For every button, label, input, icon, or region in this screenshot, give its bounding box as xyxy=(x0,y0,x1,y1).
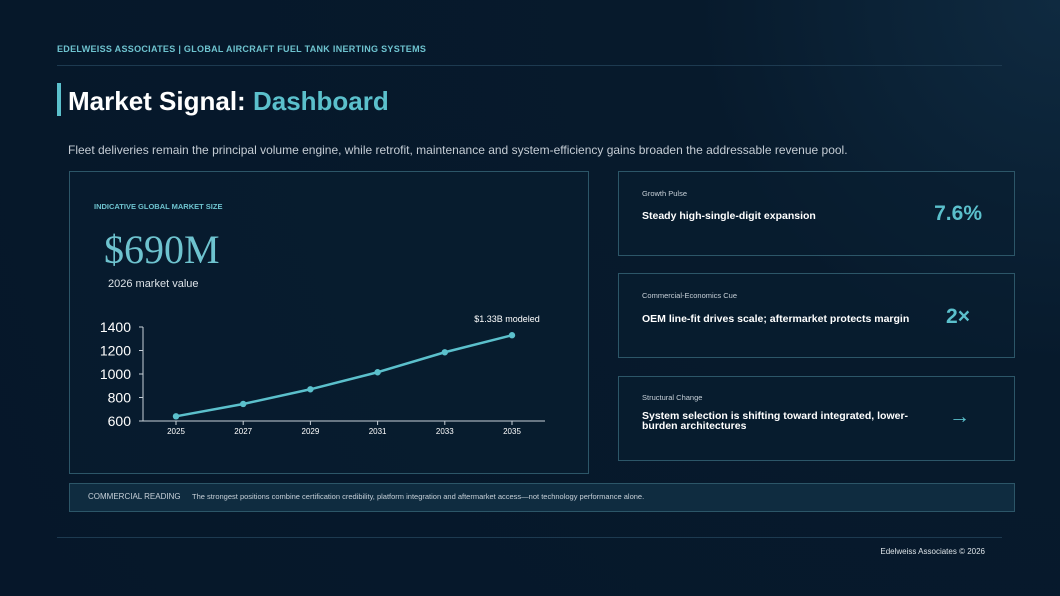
eyebrow: EDELWEISS ASSOCIATES | GLOBAL AIRCRAFT F… xyxy=(57,44,427,54)
rule xyxy=(57,65,1002,66)
point xyxy=(374,369,381,376)
rule xyxy=(57,537,1002,538)
card: Commercial-Economics Cue OEM line-fit dr… xyxy=(618,273,1015,358)
card-metric: → xyxy=(949,405,970,428)
x-tick-label: 2035 xyxy=(503,427,521,436)
y-tick-label: 600 xyxy=(108,413,132,429)
card: Structural Change System selection is sh… xyxy=(618,376,1015,461)
point xyxy=(240,400,247,408)
title-bar xyxy=(57,83,61,116)
y-tick-label: 1400 xyxy=(100,319,131,335)
x-tick-label: 2025 xyxy=(167,427,185,436)
reading-label: COMMERCIAL READING xyxy=(88,492,181,501)
market-label: INDICATIVE GLOBAL MARKET SIZE xyxy=(94,202,223,211)
y-tick-label: 800 xyxy=(108,390,132,406)
point xyxy=(172,413,180,420)
title-lead: Market Signal: xyxy=(68,86,246,116)
subtitle: Fleet deliveries remain the principal vo… xyxy=(68,143,848,157)
card-metric: 2× xyxy=(946,305,970,328)
annotation: $1.33B modeled xyxy=(474,314,540,324)
market-caption: 2026 market value xyxy=(108,278,199,290)
line xyxy=(175,334,513,418)
card-kicker: Structural Change xyxy=(642,393,703,402)
title-accent: Dashboard xyxy=(252,86,389,116)
point xyxy=(441,349,448,356)
title: Market Signal: Dashboard xyxy=(68,86,389,117)
card-text: Steady high-single-digit expansion xyxy=(642,210,816,222)
y-tick-label: 1200 xyxy=(100,343,131,359)
x-tick-label: 2031 xyxy=(369,427,387,436)
x-tick-label: 2027 xyxy=(234,427,252,436)
reading-strip: COMMERCIAL READING The strongest positio… xyxy=(69,483,1015,512)
market-card: INDICATIVE GLOBAL MARKET SIZE $690M 2026… xyxy=(69,171,589,474)
y-tick-label: 1000 xyxy=(100,366,131,382)
market-value: $690M xyxy=(104,227,220,272)
card-kicker: Commercial-Economics Cue xyxy=(642,291,738,300)
card: Growth Pulse Steady high-single-digit ex… xyxy=(618,171,1015,256)
card-text: System selection is shifting toward inte… xyxy=(642,410,909,432)
point xyxy=(307,386,314,393)
card-kicker: Growth Pulse xyxy=(642,189,688,198)
card-metric: 7.6% xyxy=(934,202,982,225)
footer: Edelweiss Associates © 2026 xyxy=(880,547,985,556)
x-tick-label: 2029 xyxy=(302,427,320,436)
reading-text: The strongest positions combine certific… xyxy=(192,492,645,501)
card-text: OEM line-fit drives scale; aftermarket p… xyxy=(642,313,910,325)
x-tick-label: 2033 xyxy=(436,427,454,436)
chart: 600 800 1000 1200 1400 2025 2027 2029 2031 2033 20… xyxy=(100,314,545,436)
point xyxy=(508,332,516,339)
